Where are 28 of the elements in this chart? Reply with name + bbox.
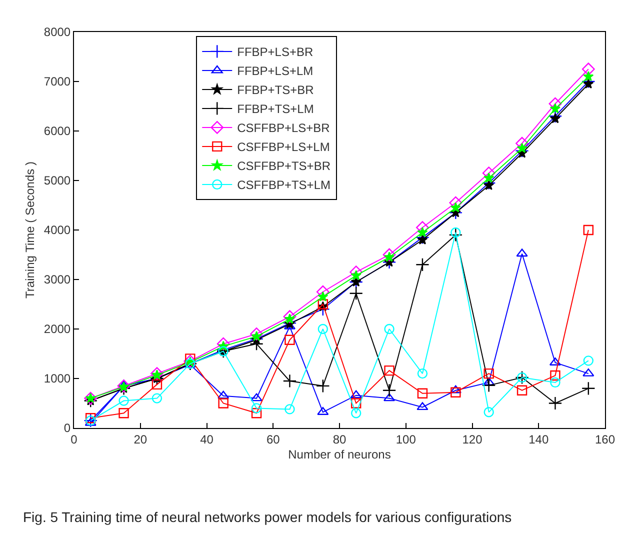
x-tick-label: 160 [594,432,616,446]
y-tick-label: 1000 [44,372,71,386]
legend-label: CSFFBP+TS+LM [237,178,330,192]
x-tick-label: 20 [134,432,148,446]
x-tick-label: 100 [396,432,416,446]
y-tick-label: 3000 [44,272,71,287]
y-tick-label: 5000 [44,174,71,188]
x-tick-label: 40 [200,432,214,446]
x-tick-label: 60 [266,432,280,446]
legend-label: FFBP+LS+BR [237,45,314,60]
legend-label: CSFFBP+TS+BR [237,159,331,174]
legend-label: FFBP+LS+LM [237,64,314,78]
y-tick-label: 0 [64,421,71,436]
legend-label: FFBP+TS+BR [237,83,314,98]
x-tick-label: 140 [528,432,549,446]
legend-label: CSFFBP+LS+BR [237,121,330,136]
y-tick-label: 2000 [44,322,71,336]
x-tick-label: 120 [462,432,483,446]
x-axis-title: Number of neurons [288,447,391,462]
y-tick-label: 7000 [44,74,71,89]
x-tick-label: 80 [332,432,346,446]
y-tick-label: 8000 [44,25,71,40]
legend-label: FFBP+TS+LM [237,102,314,116]
legend-label: CSFFBP+LS+LM [237,140,330,154]
y-axis-title: Training Time ( Seconds ) [23,162,38,298]
y-tick-label: 6000 [44,124,71,138]
caption: Fig. 5 Training time of neural networks power models for various configurations [23,509,512,525]
y-tick-label: 4000 [44,223,71,238]
